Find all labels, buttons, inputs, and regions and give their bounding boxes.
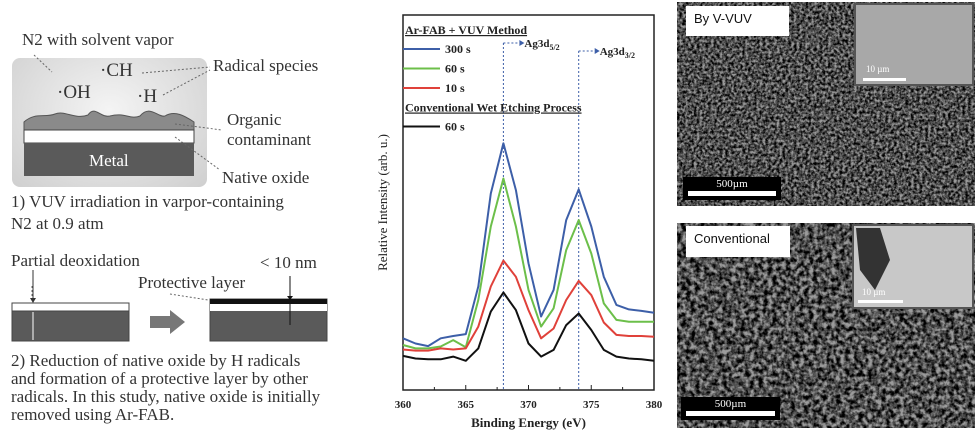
process-arrow-icon [150,310,185,334]
native-oxide-label: Native oxide [222,168,310,187]
radical-oh: ·OH [57,82,91,103]
legend-label: 300 s [445,42,471,56]
after-oxide [210,304,327,311]
plot-frame [402,14,655,391]
sem-top-scale-label: 500µm [716,178,748,190]
legend-label: 60 s [445,120,465,134]
leader-lines [31,54,223,301]
step2-line1: 2) Reduction of native oxide by H radica… [11,351,301,370]
legend-label: 60 s [445,62,465,76]
x-tick-label: 365 [458,399,475,411]
legend-group-title: Ar-FAB + VUV Method [405,23,527,37]
series-line-10s-g0 [402,259,655,352]
sem-bottom-image [677,223,975,428]
step2-line2: and formation of a protective layer by o… [11,369,308,388]
before-oxide [11,302,130,312]
radical-h: ·H [137,86,158,107]
step2-line4: removed using Ar-FAB. [11,405,175,424]
sem-bottom-scale-label: 500µm [714,398,747,410]
legend-group-title: Conventional Wet Etching Process [405,101,582,115]
peak-arrow-head [594,48,600,54]
legend-label: 10 s [445,81,465,95]
protective-layer [210,299,327,304]
sem-top-scale-bar: 500µm [683,177,781,200]
sem-top-inset [854,3,974,86]
y-axis-label: Relative Intensity (arb. u.) [375,134,390,271]
organic-contaminant-layer [23,110,195,131]
organic-label-1: Organic [227,110,282,129]
organic-label-2: contaminant [227,130,312,149]
x-axis-label: Binding Energy (eV) [471,415,586,430]
x-tick-label: 370 [520,399,537,411]
schematic-drawing [11,54,328,342]
radical-ch: ·CH [100,60,133,81]
series-line-300s-g0 [402,142,655,348]
sem-bottom-label: Conventional [686,226,790,257]
peak-label-subscript: 5/2 [549,43,559,52]
metal-block [24,143,194,176]
sem-bottom-inset-scale: 10 µm [862,287,886,297]
peak-arrow-head [519,40,525,46]
metal-label: Metal [89,151,129,170]
peak-label-subscript: 3/2 [625,51,635,60]
series-line-60s-g1 [402,291,655,362]
partial-deoxidation-label: Partial deoxidation [11,251,140,270]
protective-layer-label: Protective layer [138,273,246,292]
sem-top-inset-scale: 10 µm [866,64,890,74]
thickness-label: < 10 nm [260,253,317,272]
x-tick-label: 360 [395,399,412,411]
sem-bottom-scale-bar: 500µm [681,397,780,420]
x-tick-label: 380 [646,399,663,411]
step1-line1: 1) VUV irradiation in varpor-containing [11,192,284,211]
series-line-60s-g0 [402,177,654,350]
step2-line3: radicals. In this study, native oxide is… [11,387,321,406]
gas-label: N2 with solvent vapor [22,30,174,49]
x-tick-label: 375 [583,399,600,411]
radical-species-label: Radical species [213,56,319,75]
sem-top-label: By V-VUV [686,6,789,36]
step1-line2: N2 at 0.9 atm [11,214,104,233]
sem-top-image [677,2,975,206]
